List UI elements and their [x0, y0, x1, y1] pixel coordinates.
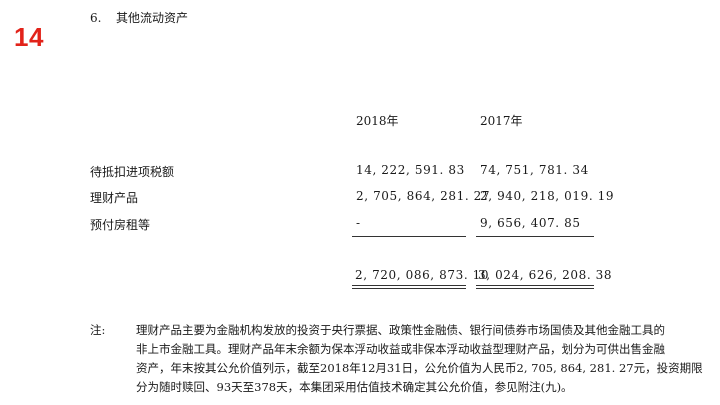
section-title: 其他流动资产 — [116, 11, 189, 25]
cell-2018: 2, 705, 864, 281. 27 — [356, 189, 491, 203]
total-double-rule-2018 — [352, 285, 466, 289]
subtotal-rule-2017 — [476, 236, 594, 237]
row-label: 预付房租等 — [90, 218, 151, 232]
note-line: 理财产品主要为金融机构发放的投资于央行票据、政策性金融债、银行间债券市场国债及其… — [136, 323, 665, 337]
section-number: 6. — [90, 11, 102, 25]
cell-2018: - — [356, 216, 361, 230]
row-label: 待抵扣进项税额 — [90, 165, 175, 179]
cell-2017: 74, 751, 781. 34 — [480, 163, 589, 177]
column-header-2017: 2017年 — [480, 114, 523, 128]
note-line: 分为随时赎回、93天至378天，本集团采用估值技术确定其公允价值，参见附注(九)… — [136, 380, 573, 394]
note-line: 资产，年末按其公允价值列示，截至2018年12月31日，公允价值为人民币2, 7… — [136, 361, 703, 375]
total-2017: 3, 024, 626, 208. 38 — [478, 268, 613, 282]
total-2018: 2, 720, 086, 873. 10 — [355, 268, 490, 282]
cell-2017: 2, 940, 218, 019. 19 — [480, 189, 615, 203]
row-label: 理财产品 — [90, 191, 139, 205]
section-heading: 6. 其他流动资产 — [90, 9, 188, 26]
note-line: 非上市金融工具。理财产品年末余额为保本浮动收益或非保本浮动收益型理财产品，划分为… — [136, 342, 665, 356]
cell-2017: 9, 656, 407. 85 — [480, 216, 581, 230]
note-label: 注: — [90, 323, 106, 337]
total-double-rule-2017 — [476, 285, 594, 289]
page-number: 14 — [14, 22, 44, 52]
column-header-2018: 2018年 — [356, 114, 399, 128]
subtotal-rule-2018 — [352, 236, 466, 237]
cell-2018: 14, 222, 591. 83 — [356, 163, 465, 177]
